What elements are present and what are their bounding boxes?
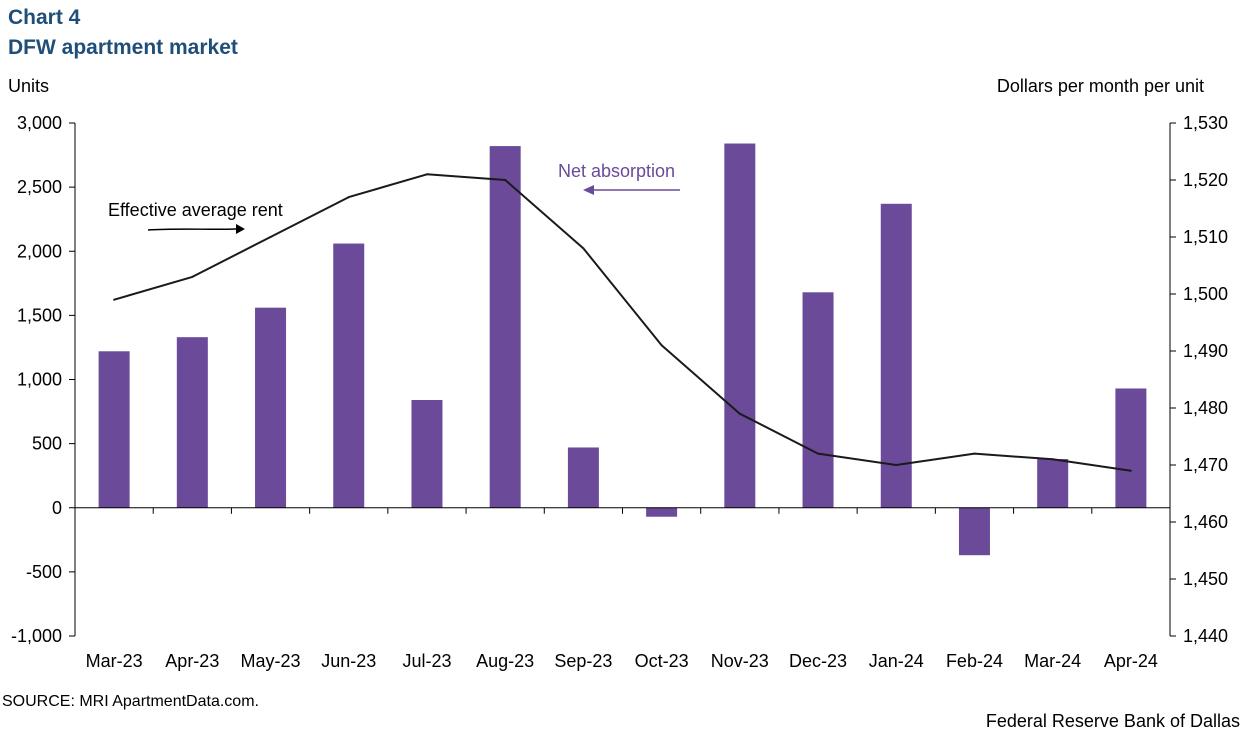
bar-nov-23 (724, 143, 756, 508)
right-tick-label: 1,470 (1183, 455, 1228, 475)
bar-may-23 (255, 307, 287, 508)
rent-annotation-arrow (147, 228, 237, 231)
rent-point-apr-24 (1129, 469, 1132, 472)
rent-point-apr-23 (191, 275, 194, 278)
left-tick-label: 2,000 (17, 241, 62, 261)
bar-feb-24 (958, 507, 990, 556)
left-tick-label: 1,000 (17, 370, 62, 390)
left-axis-label: Units (8, 76, 50, 96)
right-tick-label: 1,510 (1183, 227, 1228, 247)
x-tick-label: Feb-24 (946, 651, 1003, 671)
right-tick-label: 1,500 (1183, 284, 1228, 304)
bar-oct-23 (646, 507, 678, 517)
bar-dec-23 (802, 292, 834, 508)
x-tick-label: May-23 (241, 651, 301, 671)
rent-point-aug-23 (504, 179, 507, 181)
rent-point-jun-23 (347, 196, 350, 199)
left-tick-label: 2,500 (17, 177, 62, 197)
chart-number: Chart 4 (8, 6, 81, 29)
rent-point-nov-23 (738, 412, 741, 415)
bar-sep-23 (567, 447, 599, 508)
credit-line: Federal Reserve Bank of Dallas (985, 711, 1240, 731)
x-tick-label: Apr-23 (165, 651, 219, 671)
bar-mar-23 (98, 351, 130, 508)
bar-apr-24 (1115, 388, 1147, 508)
left-tick-label: 3,000 (17, 113, 62, 133)
bar-jan-24 (880, 203, 912, 508)
rent-line (113, 173, 1132, 472)
x-tick-label: Mar-23 (86, 651, 143, 671)
left-tick-label: -500 (26, 562, 62, 582)
rent-annotation: Effective average rent (108, 200, 283, 220)
absorption-annotation: Net absorption (558, 161, 675, 181)
bar-apr-23 (176, 337, 208, 508)
rent-point-sep-23 (582, 247, 585, 250)
right-tick-label: 1,460 (1183, 512, 1228, 532)
rent-point-mar-24 (1051, 458, 1054, 461)
x-tick-label: Apr-24 (1104, 651, 1158, 671)
x-tick-label: Dec-23 (789, 651, 847, 671)
x-tick-label: Jan-24 (869, 651, 924, 671)
x-tick-label: Jul-23 (402, 651, 451, 671)
absorption-annotation-arrowhead (583, 185, 594, 195)
x-tick-label: Oct-23 (635, 651, 689, 671)
bar-mar-24 (1037, 459, 1069, 508)
rent-point-oct-23 (660, 344, 663, 347)
rent-point-dec-23 (817, 452, 820, 455)
bar-jun-23 (333, 243, 365, 508)
x-tick-label: Sep-23 (554, 651, 612, 671)
rent-point-jan-24 (895, 464, 898, 466)
x-tick-label: Jun-23 (321, 651, 376, 671)
x-tick-label: Mar-24 (1024, 651, 1081, 671)
right-tick-label: 1,490 (1183, 341, 1228, 361)
right-tick-label: 1,530 (1183, 113, 1228, 133)
left-tick-label: -1,000 (11, 626, 62, 646)
left-tick-label: 1,500 (17, 305, 62, 325)
rent-annotation-arrowhead (236, 224, 245, 234)
left-tick-label: 500 (32, 434, 62, 454)
bar-jul-23 (411, 400, 443, 508)
right-axis-label: Dollars per month per unit (996, 76, 1204, 96)
rent-point-feb-24 (973, 452, 976, 455)
right-tick-label: 1,520 (1183, 170, 1228, 190)
chart-title: DFW apartment market (8, 36, 238, 59)
right-tick-label: 1,440 (1183, 626, 1228, 646)
source-note: SOURCE: MRI ApartmentData.com. (2, 693, 259, 710)
x-tick-label: Nov-23 (711, 651, 769, 671)
right-tick-label: 1,450 (1183, 569, 1228, 589)
x-tick-label: Aug-23 (476, 651, 534, 671)
left-tick-label: 0 (52, 498, 62, 518)
right-tick-label: 1,480 (1183, 398, 1228, 418)
bar-aug-23 (489, 146, 521, 508)
rent-point-may-23 (269, 236, 272, 238)
rent-point-jul-23 (425, 173, 428, 176)
rent-point-mar-23 (113, 298, 116, 301)
